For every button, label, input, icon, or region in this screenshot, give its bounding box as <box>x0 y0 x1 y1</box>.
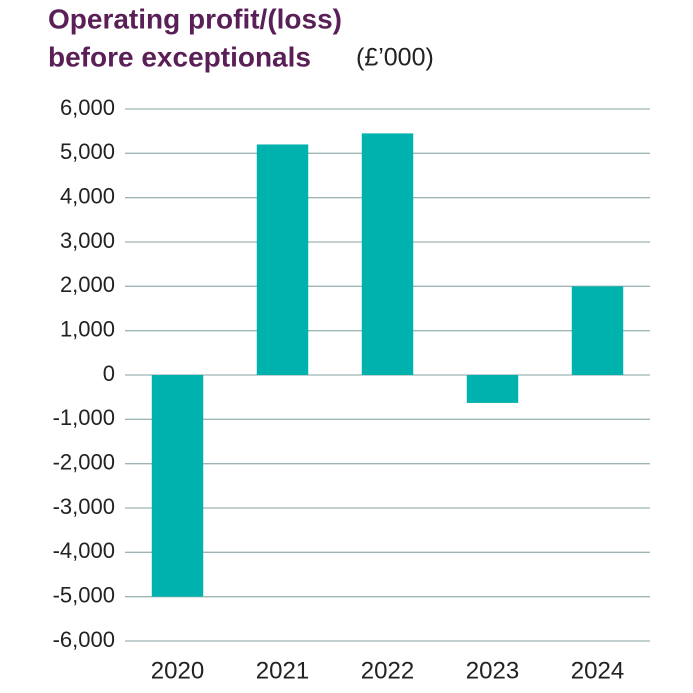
y-tick-label: 5,000 <box>60 139 115 164</box>
bar <box>151 375 204 597</box>
y-tick-label: 6,000 <box>60 95 115 120</box>
bar <box>361 133 414 375</box>
chart-unit: (£’000) <box>356 44 434 72</box>
y-tick-label: 0 <box>103 361 115 386</box>
x-tick-label: 2020 <box>151 657 204 684</box>
bar <box>256 144 309 375</box>
y-tick-label: -5,000 <box>53 582 115 607</box>
x-tick-label: 2023 <box>466 657 519 684</box>
y-tick-label: 3,000 <box>60 228 115 253</box>
bar <box>571 286 624 375</box>
bar <box>466 375 519 403</box>
x-tick-label: 2021 <box>256 657 309 684</box>
y-tick-label: 4,000 <box>60 183 115 208</box>
y-tick-label: -6,000 <box>53 627 115 652</box>
chart-title: before exceptionals <box>48 41 311 72</box>
y-tick-label: -4,000 <box>53 538 115 563</box>
chart-title: Operating profit/(loss) <box>48 3 342 34</box>
x-tick-label: 2022 <box>361 657 414 684</box>
y-tick-label: 2,000 <box>60 272 115 297</box>
y-tick-label: 1,000 <box>60 316 115 341</box>
y-tick-label: -2,000 <box>53 449 115 474</box>
x-tick-label: 2024 <box>571 657 624 684</box>
y-tick-label: -3,000 <box>53 494 115 519</box>
y-tick-label: -1,000 <box>53 405 115 430</box>
